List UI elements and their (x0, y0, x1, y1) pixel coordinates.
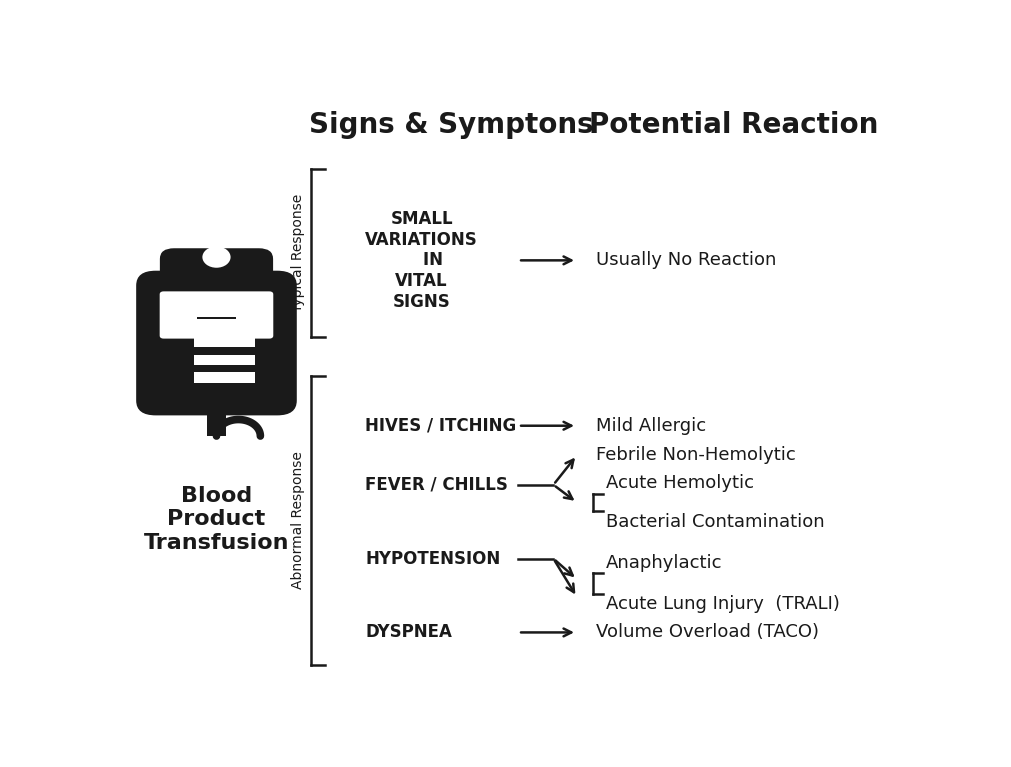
Bar (194, 337, 255, 347)
Text: Blood
Product
Transfusion: Blood Product Transfusion (144, 486, 289, 553)
Text: Typical Response: Typical Response (291, 194, 305, 312)
Text: Bacterial Contamination: Bacterial Contamination (606, 512, 825, 531)
Bar (194, 372, 255, 383)
Bar (194, 319, 255, 330)
Text: Usually No Reaction: Usually No Reaction (596, 252, 776, 269)
Text: DYSPNEA: DYSPNEA (365, 624, 452, 641)
Bar (197, 317, 236, 324)
Text: HYPOTENSION: HYPOTENSION (365, 550, 500, 568)
Text: SMALL
VARIATIONS
    IN
VITAL
SIGNS: SMALL VARIATIONS IN VITAL SIGNS (365, 209, 478, 311)
Text: Anaphylactic: Anaphylactic (606, 555, 723, 572)
Text: Febrile Non-Hemolytic: Febrile Non-Hemolytic (596, 446, 797, 464)
Text: FEVER / CHILLS: FEVER / CHILLS (365, 476, 509, 494)
Text: Mild Allergic: Mild Allergic (596, 416, 707, 435)
Bar (207, 403, 225, 436)
Text: HIVES / ITCHING: HIVES / ITCHING (365, 416, 517, 435)
Circle shape (202, 246, 231, 268)
FancyBboxPatch shape (136, 271, 297, 416)
Text: Abnormal Response: Abnormal Response (291, 451, 305, 589)
Text: Acute Hemolytic: Acute Hemolytic (606, 475, 754, 492)
Text: Signs & Symptons: Signs & Symptons (309, 110, 593, 139)
FancyBboxPatch shape (160, 249, 273, 302)
Bar (194, 354, 255, 365)
Text: Potential Reaction: Potential Reaction (589, 110, 879, 139)
FancyBboxPatch shape (160, 291, 273, 338)
Text: Acute Lung Injury  (TRALI): Acute Lung Injury (TRALI) (606, 595, 840, 614)
Text: Volume Overload (TACO): Volume Overload (TACO) (596, 624, 820, 641)
